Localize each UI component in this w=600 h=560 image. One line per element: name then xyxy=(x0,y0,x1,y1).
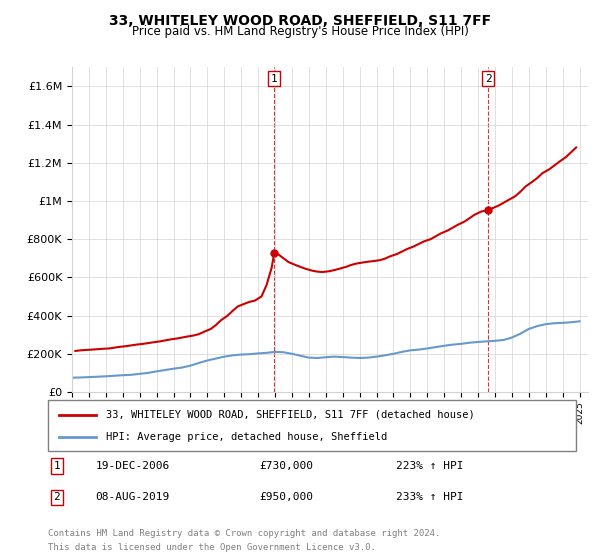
Text: HPI: Average price, detached house, Sheffield: HPI: Average price, detached house, Shef… xyxy=(106,432,388,442)
FancyBboxPatch shape xyxy=(48,400,576,451)
Text: Price paid vs. HM Land Registry's House Price Index (HPI): Price paid vs. HM Land Registry's House … xyxy=(131,25,469,38)
Text: 1: 1 xyxy=(53,461,60,471)
Text: 223% ↑ HPI: 223% ↑ HPI xyxy=(397,461,464,471)
Text: 1: 1 xyxy=(271,74,278,83)
Text: 33, WHITELEY WOOD ROAD, SHEFFIELD, S11 7FF: 33, WHITELEY WOOD ROAD, SHEFFIELD, S11 7… xyxy=(109,14,491,28)
Text: £950,000: £950,000 xyxy=(259,492,313,502)
Text: 2: 2 xyxy=(485,74,491,83)
Text: 08-AUG-2019: 08-AUG-2019 xyxy=(95,492,170,502)
Text: 33, WHITELEY WOOD ROAD, SHEFFIELD, S11 7FF (detached house): 33, WHITELEY WOOD ROAD, SHEFFIELD, S11 7… xyxy=(106,409,475,419)
Text: Contains HM Land Registry data © Crown copyright and database right 2024.: Contains HM Land Registry data © Crown c… xyxy=(48,529,440,538)
Text: 19-DEC-2006: 19-DEC-2006 xyxy=(95,461,170,471)
Text: 233% ↑ HPI: 233% ↑ HPI xyxy=(397,492,464,502)
Text: 2: 2 xyxy=(53,492,60,502)
Text: £730,000: £730,000 xyxy=(259,461,313,471)
Text: This data is licensed under the Open Government Licence v3.0.: This data is licensed under the Open Gov… xyxy=(48,543,376,552)
